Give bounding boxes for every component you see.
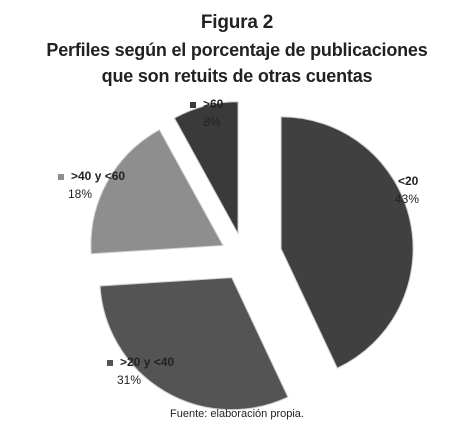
slice-label: >60 <box>203 97 224 111</box>
pie-labels: <20 43% >20 y <40 31% >40 y <60 18% >60 8% <box>58 97 419 387</box>
chart-title-line-1: Perfiles según el porcentaje de publicac… <box>46 40 428 60</box>
slice-value-label: 31% <box>117 373 141 387</box>
pie-slice <box>173 101 239 234</box>
figure-number: Figura 2 <box>200 12 274 33</box>
slice-value-label: 43% <box>395 192 419 206</box>
slice-value-label: 8% <box>203 115 221 129</box>
slice-value-label: 18% <box>68 187 92 201</box>
pie-slice <box>99 277 289 411</box>
slice-label: >20 y <40 <box>120 355 174 369</box>
legend-marker <box>58 174 64 180</box>
pie-slice <box>280 116 414 369</box>
source-note: Fuente: elaboración propia. <box>170 408 304 420</box>
legend-marker <box>107 360 113 366</box>
pie-slice <box>90 129 224 255</box>
slice-label: <20 <box>398 174 419 188</box>
pie-slices <box>90 101 414 411</box>
legend-marker <box>190 102 196 108</box>
slice-label: >40 y <60 <box>71 169 125 183</box>
chart-title-line-2: que son retuits de otras cuentas <box>101 66 373 86</box>
legend-marker <box>385 179 391 185</box>
